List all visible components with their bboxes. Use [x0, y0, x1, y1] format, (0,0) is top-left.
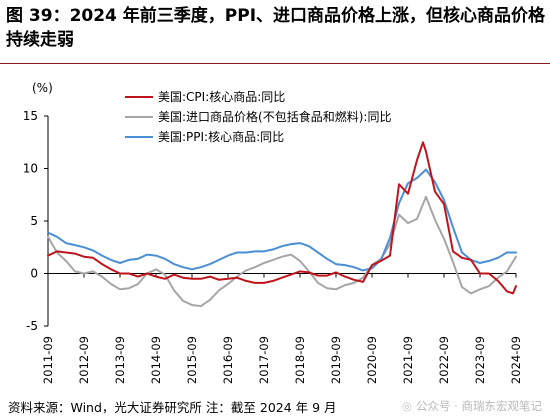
x-tick-label: 2019-09	[329, 336, 343, 384]
y-tick-label: -5	[26, 319, 38, 333]
y-tick-label: 15	[23, 109, 38, 123]
series-line-2	[47, 168, 517, 272]
x-axis: 2011-09 2012-09 2013-09 2014-09 2015-09 2016-…	[41, 273, 523, 384]
x-tick-label: 2015-09	[185, 336, 199, 384]
legend: 美国:CPI:核心商品:同比美国:进口商品价格(不包括食品和燃料):同比美国:P…	[125, 89, 391, 144]
watermark: ◎ 公众号 · 商瑞东宏观笔记	[402, 398, 542, 414]
x-tick-label: 2017-09	[257, 336, 271, 384]
series-lines	[47, 141, 517, 308]
watermark-text: 公众号 · 商瑞东宏观笔记	[416, 399, 542, 413]
y-tick-label: 5	[30, 214, 38, 228]
x-tick-label: 2011-09	[41, 336, 55, 384]
x-tick-label: 2012-09	[77, 336, 91, 384]
x-tick-label: 2013-09	[113, 336, 127, 384]
x-tick-label: 2014-09	[149, 336, 163, 384]
y-tick-label: 10	[23, 162, 38, 176]
wechat-icon: ◎	[401, 399, 413, 413]
x-tick-label: 2021-09	[401, 336, 415, 384]
x-tick-label: 2024-09	[509, 336, 523, 384]
x-tick-label: 2023-09	[473, 336, 487, 384]
series-line-1	[47, 195, 517, 308]
series-line-0	[47, 141, 517, 295]
x-tick-label: 2016-09	[221, 336, 235, 384]
legend-label-2: 美国:PPI:核心商品:同比	[158, 129, 284, 144]
legend-label-0: 美国:CPI:核心商品:同比	[158, 89, 285, 104]
x-tick-label: 2020-09	[365, 336, 379, 384]
y-axis: -5 0 5 10 15	[23, 109, 49, 333]
y-tick-label: 0	[30, 267, 38, 281]
title-divider	[0, 63, 550, 64]
legend-label-1: 美国:进口商品价格(不包括食品和燃料):同比	[158, 109, 391, 124]
y-unit-label: (%)	[32, 81, 53, 95]
source-footnote: 资料来源：Wind，光大证券研究所 注：截至 2024 年 9 月	[8, 400, 337, 415]
x-tick-label: 2018-09	[293, 336, 307, 384]
x-tick-label: 2022-09	[437, 336, 451, 384]
figure-title: 图 39：2024 年前三季度，PPI、进口商品价格上涨，但核心商品价格持续走弱	[6, 6, 546, 50]
